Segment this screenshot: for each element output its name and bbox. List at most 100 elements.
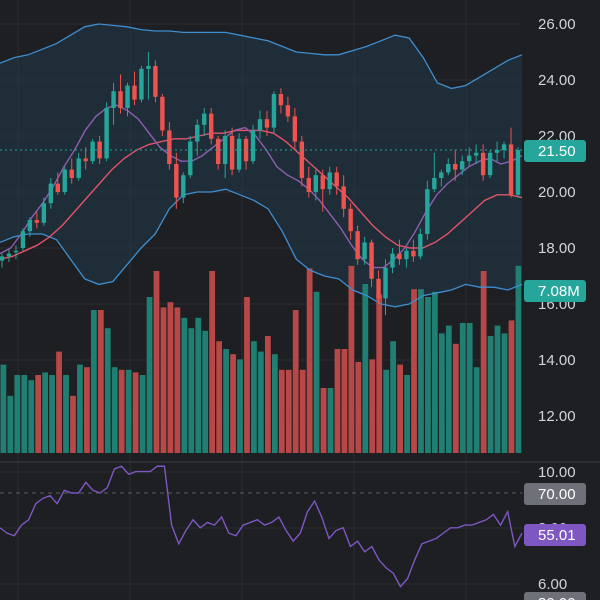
volume-bar [480,271,487,453]
candle-body [383,267,388,299]
volume-tag: 7.08M [524,280,586,302]
volume-bar [160,307,167,453]
candle-body [313,175,318,192]
candle-body [229,136,235,170]
volume-bar [278,369,285,453]
bollinger-band-lines [0,23,523,308]
candle-body [404,250,409,260]
candle-body [390,253,395,268]
volume-bar [494,325,501,453]
volume-bar [118,369,125,453]
candle-body [146,66,151,69]
volume-bar [49,375,55,453]
candle-body [278,94,284,106]
rsi-upper-level-tag-value: 70.00 [538,486,576,503]
volume-bar [376,294,383,453]
candle-body [202,113,207,125]
rsi-upper-level-tag: 70.00 [524,483,586,505]
volume-bar [306,268,313,453]
candle-body [257,119,263,131]
candle-body [515,150,521,195]
volume-bar [466,323,473,453]
volume-bar [258,351,264,453]
candle-body [195,124,200,142]
volume-bar [216,341,223,453]
volume-bar [425,297,431,453]
rsi-lower-level-tag: 30.00 [524,592,586,600]
price-axis-tick-label: 18.00 [538,240,576,257]
volume-bar [355,362,362,453]
candle-body [13,250,19,253]
axis-value-tags: 21.50 7.08M 70.00 55.01 30.00 [524,140,586,600]
volume-bar [125,369,132,453]
candle-body [494,150,500,153]
volume-bar [313,291,320,453]
candle-body [501,144,507,150]
volume-bar [84,367,90,453]
volume-bar [223,349,229,453]
candle-body [271,94,277,128]
fast-moving-average-line [0,104,523,269]
volume-bar [188,328,195,453]
volume-bar [202,330,209,453]
candle-body [48,183,54,204]
candle-body [362,242,367,260]
volume-bar [369,359,376,453]
volume-bar [111,367,118,453]
volume-tag-value: 7.08M [538,283,580,300]
volume-bar [292,310,299,453]
candle-body [355,231,360,260]
candle-body [104,108,109,159]
volume-bar [501,333,508,453]
volume-bar [90,310,97,453]
candle-body [167,130,172,164]
candle-body [97,141,102,159]
volume-bar [341,349,348,453]
candle-body [327,172,332,190]
candle-body [111,91,116,108]
volume-bar [132,372,139,453]
volume-bar [418,289,424,453]
volume-bar [411,289,417,453]
volume-bar [167,302,174,453]
candle-body [397,253,402,260]
volume-bars [0,265,522,453]
rsi-indicator [0,461,600,588]
volume-bar [445,325,452,453]
volume-bar [285,369,292,453]
candle-body [292,116,298,142]
candle-body [6,253,12,257]
volume-bar [139,375,146,453]
volume-bar [97,310,104,453]
candle-body [473,152,479,156]
volume-bar [390,341,397,453]
volume-bar [181,317,188,453]
volume-bar [264,336,271,453]
candle-body [480,152,486,176]
volume-tag-background [524,280,586,302]
volume-bar [327,388,334,453]
volume-bar [146,297,153,453]
candle-body [446,164,451,173]
candle-body [0,256,5,261]
candle-body [320,175,325,190]
candle-body [264,119,270,128]
bollinger-upper-line [0,23,523,90]
volume-bar [508,320,515,453]
volume-bar [63,375,69,453]
volume-bar [28,380,35,453]
bollinger-fill-area [0,24,522,307]
candle-body [20,231,26,248]
volume-bar [251,341,257,453]
candle-body [69,169,74,178]
candle-body [299,141,305,178]
candle-body [118,91,123,108]
rsi-value-tag: 55.01 [524,524,586,546]
volume-bar [230,354,236,453]
price-axis-tick-label: 10.00 [538,464,576,481]
price-axis-tick-label: 20.00 [538,184,576,201]
candle-body [208,113,214,139]
current-price-tag-value: 21.50 [538,143,576,160]
candle-body [466,155,472,162]
